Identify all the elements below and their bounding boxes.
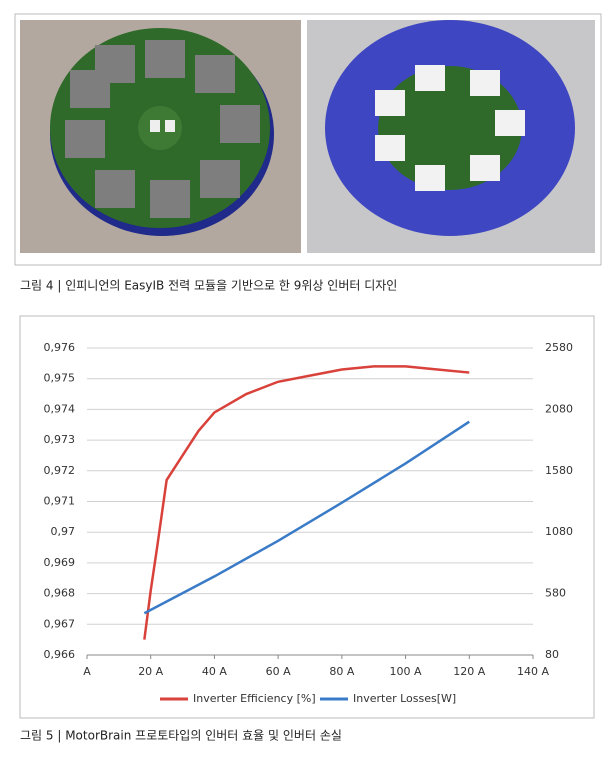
legend-label: Inverter Losses[W] [353,692,456,705]
y2-tick-label: 80 [545,648,559,661]
y-tick-label: 0,969 [44,556,76,569]
y-tick-label: 0,975 [44,372,76,385]
x-tick-label: 80 A [329,665,354,678]
y2-tick-label: 1580 [545,464,573,477]
y2-tick-label: 2080 [545,402,573,415]
y-tick-label: 0,971 [44,495,76,508]
y-tick-label: 0,968 [44,587,76,600]
figure-caption: 그림 4 | 인피니언의 EasyIB 전력 모듈을 기반으로 한 9위상 인버… [20,279,397,293]
figure-caption: 그림 5 | MotorBrain 프로토타입의 인버터 효율 및 인버터 손실 [20,729,342,743]
x-tick-label: 140 A [517,665,549,678]
y-tick-label: 0,973 [44,433,76,446]
y-tick-label: 0,976 [44,341,76,354]
chart: 0,966 0,967 0,968 0,969 0,97 0,971 0,972 0,973 0… [44,341,574,705]
y2-tick-label: 2580 [545,341,573,354]
x-tick-label: 20 A [138,665,163,678]
y-tick-label: 0,972 [44,464,76,477]
photo-left [20,20,301,253]
x-tick-label: 40 A [202,665,227,678]
legend-label: Inverter Efficiency [%] [193,692,316,705]
data-line [143,365,470,640]
y-tick-label: 0,97 [51,525,76,538]
x-tick-label: 100 A [390,665,422,678]
y2-tick-label: 580 [545,587,566,600]
y-tick-label: 0,974 [44,402,76,415]
x-tick-label: 120 A [453,665,485,678]
y2-tick-label: 1080 [545,525,573,538]
y-tick-label: 0,967 [44,617,76,630]
x-tick-label: A [83,665,91,678]
x-tick-label: 60 A [266,665,291,678]
chart-frame [19,315,595,719]
photo-right [307,20,595,253]
data-line [143,420,470,615]
y-tick-label: 0,966 [44,648,76,661]
